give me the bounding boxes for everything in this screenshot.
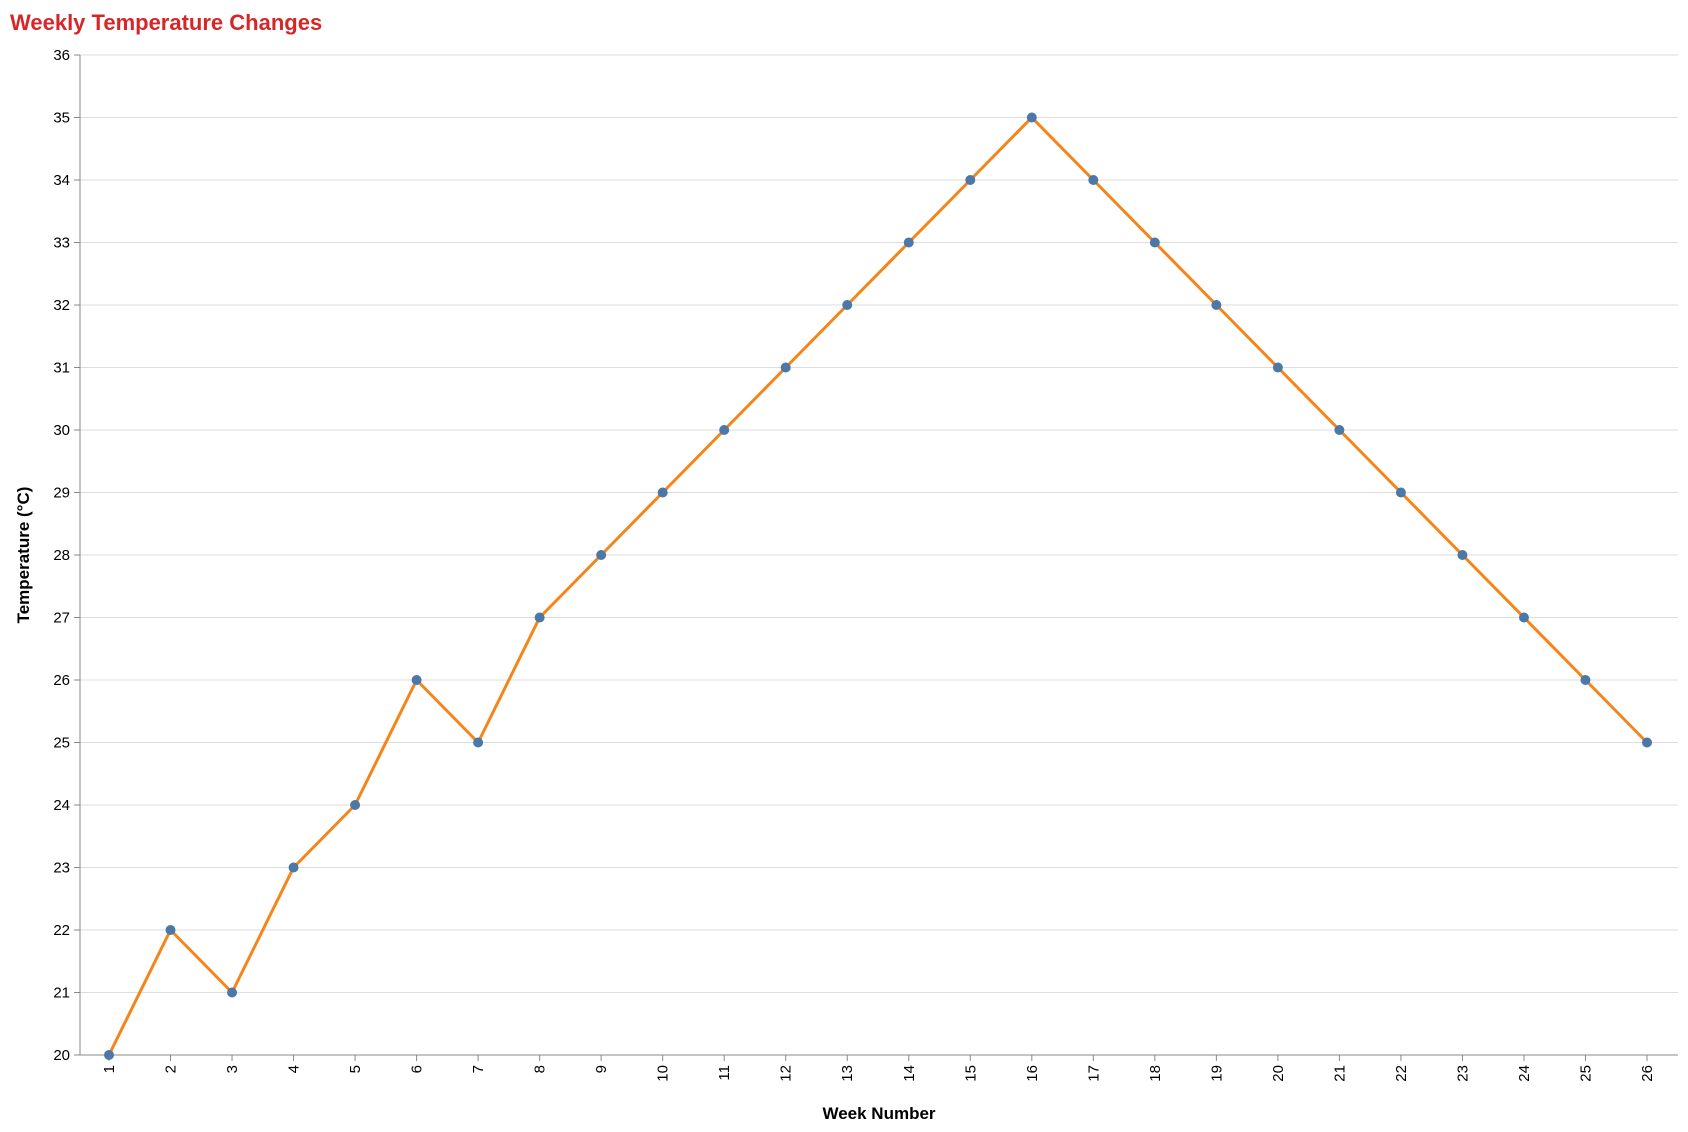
data-point <box>1026 112 1037 123</box>
y-tick-label: 22 <box>53 922 70 939</box>
data-point <box>350 800 361 810</box>
y-tick-label: 35 <box>53 110 70 127</box>
data-point <box>1518 612 1529 623</box>
data-point <box>411 675 422 685</box>
x-tick-label: 8 <box>532 1065 549 1073</box>
data-point <box>1580 675 1591 685</box>
data-point <box>903 237 914 248</box>
y-tick-label: 24 <box>53 797 70 814</box>
x-tick-label: 12 <box>778 1065 795 1082</box>
x-tick-label: 26 <box>1639 1065 1656 1082</box>
x-tick-label: 10 <box>655 1065 672 1082</box>
y-axis-title: Temperature (°C) <box>14 487 33 624</box>
series-line-layer <box>107 116 1649 1057</box>
y-tick-label: 30 <box>53 422 70 439</box>
data-point <box>965 175 976 185</box>
x-tick-label: 2 <box>163 1065 180 1073</box>
x-tick-label: 22 <box>1393 1065 1410 1082</box>
series-line-0 <box>107 116 1649 1057</box>
x-tick-label: 17 <box>1085 1065 1102 1082</box>
y-tick-label: 25 <box>53 735 70 752</box>
gridlines <box>80 54 1678 1056</box>
x-tick-label: 25 <box>1577 1065 1594 1082</box>
x-tick-label: 24 <box>1516 1065 1533 1082</box>
x-tick-label: 13 <box>839 1065 856 1082</box>
x-tick-label: 9 <box>593 1065 610 1073</box>
x-axis-title: Week Number <box>822 1104 935 1123</box>
x-tick-label: 3 <box>224 1065 241 1073</box>
x-tick-label: 15 <box>962 1065 979 1082</box>
data-point <box>165 925 176 935</box>
data-point <box>596 550 607 560</box>
x-tick-label: 20 <box>1270 1065 1287 1082</box>
y-tick-label: 23 <box>53 860 70 877</box>
x-tick-label: 18 <box>1147 1065 1164 1082</box>
data-point <box>1211 300 1222 310</box>
x-tick-label: 23 <box>1454 1065 1471 1082</box>
data-point <box>534 612 545 623</box>
y-tick-label: 20 <box>53 1047 70 1064</box>
data-point <box>473 737 484 748</box>
data-point <box>1334 425 1345 435</box>
x-tick-label: 11 <box>716 1065 733 1081</box>
x-tick-label: 6 <box>409 1065 426 1073</box>
data-point <box>1395 487 1406 498</box>
data-point <box>657 487 668 498</box>
data-points <box>104 112 1652 1060</box>
x-tick-label: 16 <box>1024 1065 1041 1082</box>
data-point <box>1149 237 1160 248</box>
data-point <box>1642 737 1652 748</box>
y-tick-label: 34 <box>53 172 70 189</box>
x-tick-label: 1 <box>101 1065 118 1073</box>
y-tick-label: 26 <box>53 672 70 689</box>
x-tick-label: 7 <box>470 1065 487 1073</box>
data-point <box>1457 550 1468 560</box>
y-tick-label: 32 <box>53 297 70 314</box>
y-tick-label: 27 <box>53 610 70 627</box>
data-point <box>1088 175 1099 185</box>
data-point <box>780 362 791 373</box>
x-tick-label: 4 <box>286 1065 303 1073</box>
data-point <box>1272 362 1283 373</box>
y-tick-label: 36 <box>53 47 70 64</box>
data-point <box>227 987 238 998</box>
chart-title: Weekly Temperature Changes <box>10 10 322 35</box>
y-tick-label: 21 <box>53 985 70 1002</box>
y-tick-label: 28 <box>53 547 70 564</box>
y-tick-label: 33 <box>53 235 70 252</box>
data-point <box>288 862 299 873</box>
x-tick-label: 5 <box>347 1065 364 1073</box>
y-tick-label: 31 <box>53 360 70 377</box>
x-tick-label: 21 <box>1331 1065 1348 1082</box>
y-tick-label: 29 <box>53 485 70 502</box>
data-point <box>719 425 730 435</box>
x-tick-label: 19 <box>1208 1065 1225 1082</box>
data-point <box>842 300 853 310</box>
data-point <box>104 1050 114 1060</box>
x-tick-label: 14 <box>901 1065 918 1082</box>
